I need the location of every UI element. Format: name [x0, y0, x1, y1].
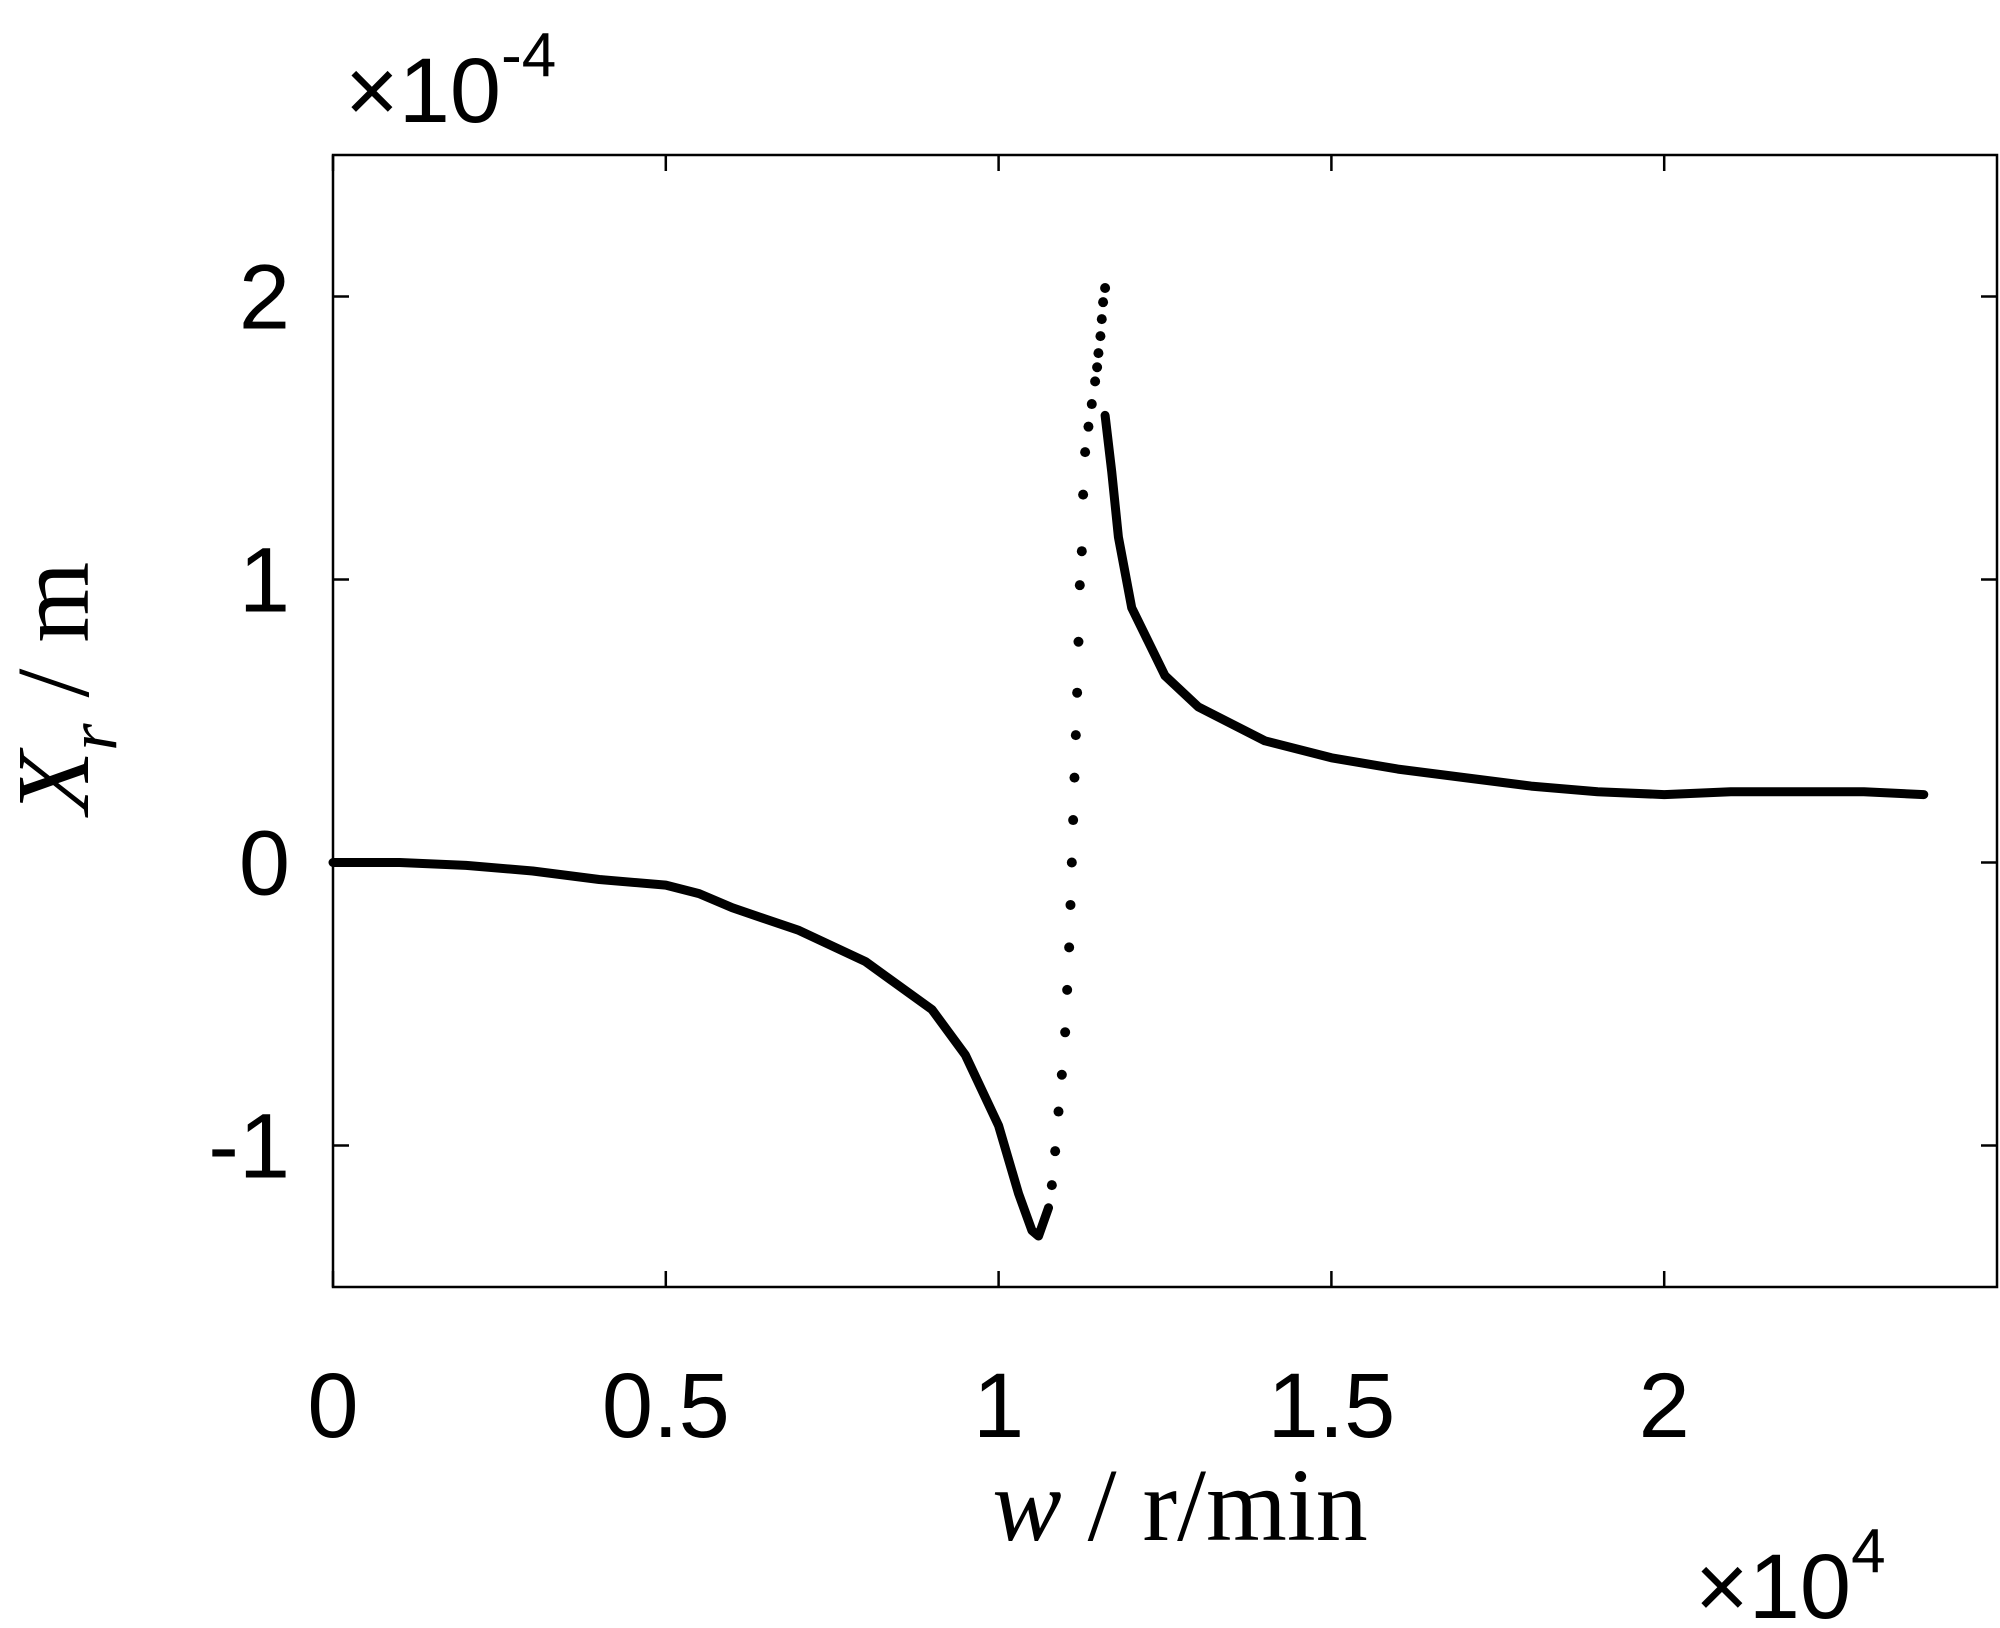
series-line-2 — [1100, 410, 1929, 800]
data-point — [1095, 331, 1106, 342]
data-point — [1086, 399, 1097, 410]
data-point — [1060, 1027, 1071, 1038]
data-point — [1078, 489, 1089, 500]
data-point — [1053, 1106, 1064, 1117]
x-tick-label: 2 — [1639, 1355, 1690, 1457]
data-point — [1069, 772, 1080, 783]
data-point — [1093, 348, 1104, 359]
x-axis-label: w / r/min — [992, 1448, 1368, 1563]
y-tick-label: 1 — [239, 530, 290, 632]
x-tick-label: 1 — [973, 1355, 1024, 1457]
data-point — [1065, 899, 1076, 910]
data-point — [1090, 376, 1101, 387]
y-multiplier: ×10-4 — [345, 21, 556, 142]
data-point — [1070, 730, 1081, 741]
x-tick-label: 0 — [307, 1355, 358, 1457]
data-point — [1074, 580, 1085, 591]
series-line-0 — [328, 858, 1054, 1241]
data-point — [1096, 314, 1107, 325]
data-point — [1100, 283, 1111, 294]
y-tick-label: -1 — [208, 1096, 290, 1198]
x-multiplier: ×104 — [1695, 1517, 1886, 1628]
y-tick-label: 2 — [239, 247, 290, 349]
data-point — [1083, 421, 1094, 432]
data-point — [1080, 447, 1091, 458]
data-point — [1092, 362, 1103, 373]
data-point — [1072, 687, 1083, 698]
series-layer — [328, 283, 1929, 1241]
y-tick-label: 0 — [239, 813, 290, 915]
data-point — [1098, 297, 1109, 308]
label-layer: 0 0.5 1 1.5 2 -1 0 1 2 — [208, 247, 1690, 1458]
tick-layer — [331, 155, 1997, 1287]
data-point — [1066, 857, 1077, 868]
x-tick-label: 1.5 — [1267, 1355, 1395, 1457]
y-axis-label: Xr / m — [0, 562, 132, 819]
x-tick-label: 0.5 — [602, 1355, 730, 1457]
data-point — [1064, 942, 1075, 953]
data-point — [1050, 1146, 1061, 1157]
data-point — [1062, 984, 1073, 995]
data-point — [1056, 1069, 1067, 1080]
plot-frame — [331, 153, 1999, 1289]
data-point — [1046, 1180, 1057, 1191]
data-point — [1076, 546, 1087, 557]
data-point — [1068, 815, 1079, 826]
data-point — [1073, 636, 1084, 647]
